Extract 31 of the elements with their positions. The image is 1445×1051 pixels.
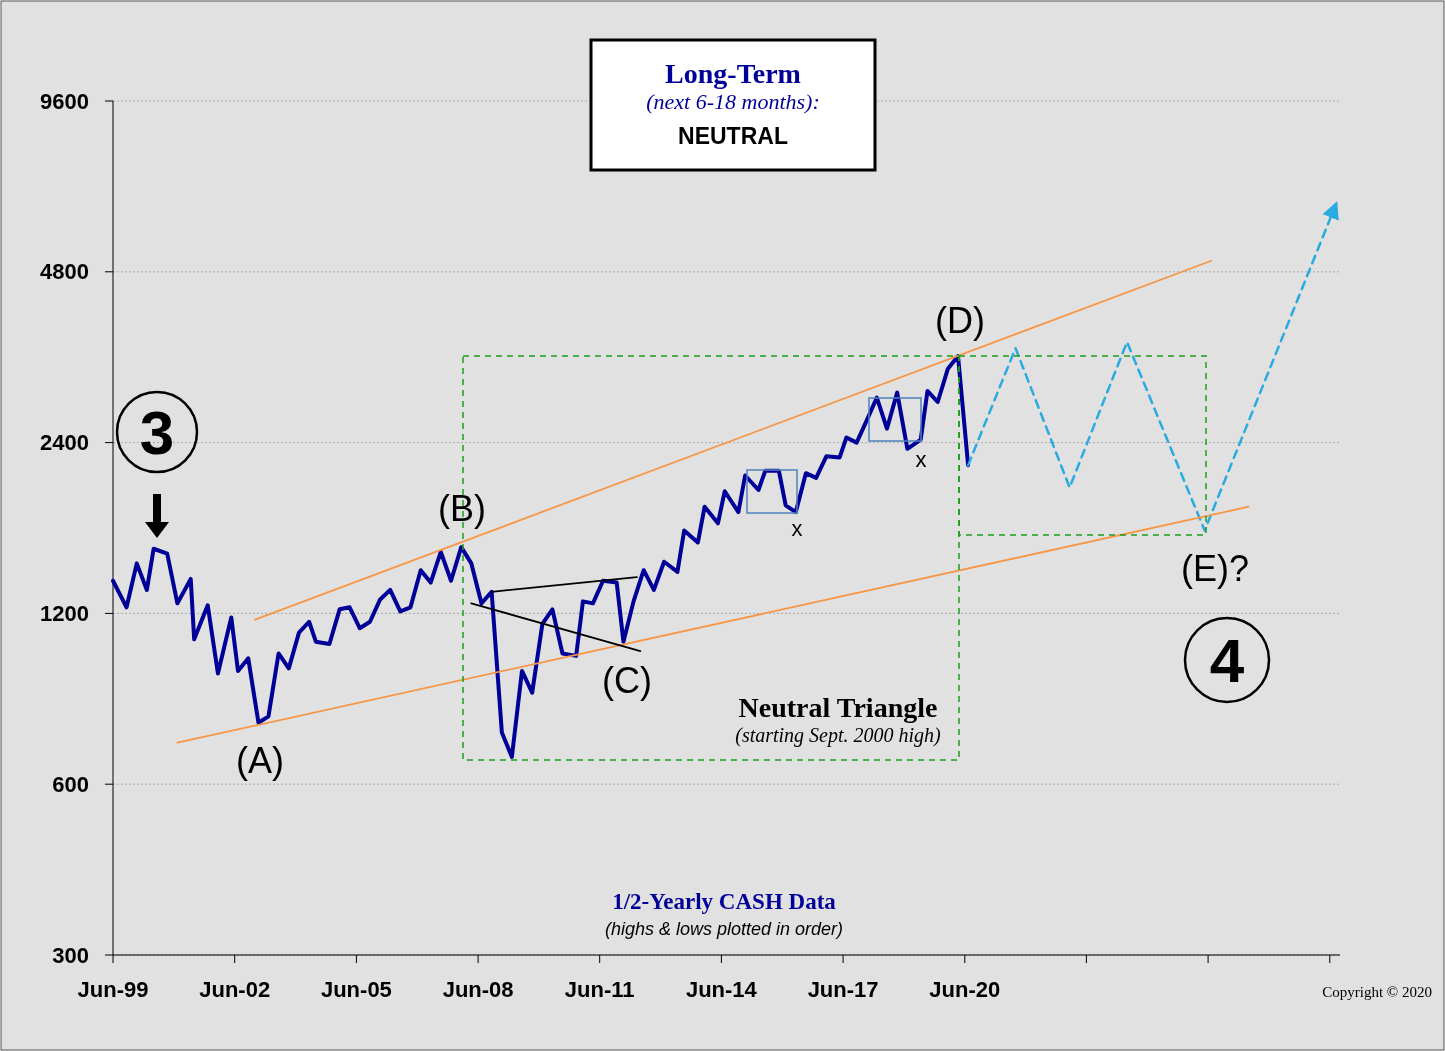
chart-subtitle: (next 6-18 months): — [646, 89, 820, 114]
annotation: x — [915, 446, 927, 472]
x-tick-label: Jun-17 — [807, 977, 879, 1002]
annotation: 4 — [1209, 625, 1245, 695]
annotation: 3 — [139, 397, 175, 467]
text: Copyright © 2020 — [1322, 984, 1432, 1000]
annotation: (highs & lows plotted in order) — [604, 919, 844, 939]
annotation: x — [791, 515, 803, 541]
annotation: (A) — [236, 739, 284, 781]
annotation: Neutral Triangle — [738, 691, 938, 723]
annotation: (B) — [438, 487, 486, 529]
y-tick-label: 600 — [52, 771, 89, 797]
y-tick-label: 2400 — [40, 430, 89, 456]
y-tick-label: 9600 — [40, 88, 89, 114]
annotation: (E)? — [1180, 547, 1250, 589]
chart-title: Long-Term — [665, 58, 801, 89]
x-tick-label: Jun-14 — [685, 977, 758, 1002]
annotation: (D) — [935, 299, 985, 341]
y-tick-label: 4800 — [40, 259, 89, 285]
x-tick-label: Jun-99 — [77, 977, 149, 1002]
x-tick-label: Jun-20 — [929, 977, 1001, 1002]
annotation: 1/2-Yearly CASH Data — [612, 888, 837, 914]
x-tick-label: Jun-05 — [320, 977, 392, 1002]
annotation: (C) — [602, 659, 652, 701]
annotation: (starting Sept. 2000 high) — [735, 724, 942, 747]
x-tick-label: Jun-02 — [199, 977, 271, 1002]
x-tick-label: Jun-08 — [442, 977, 514, 1002]
y-tick-label: 300 — [52, 942, 89, 968]
annotation: NEUTRAL — [678, 123, 788, 149]
y-tick-label: 1200 — [40, 600, 89, 626]
x-tick-label: Jun-11 — [564, 977, 635, 1002]
